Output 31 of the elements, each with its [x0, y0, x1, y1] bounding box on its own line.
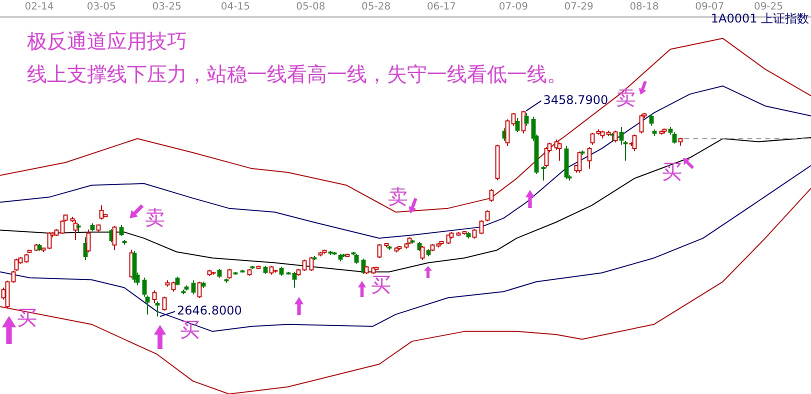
- annotation: 买: [17, 304, 37, 332]
- x-tick-label: 09-07: [695, 2, 724, 13]
- text: 买: [180, 316, 200, 344]
- x-tick-label: 07-29: [564, 2, 594, 13]
- chart-subtitle: 线上支撑线下压力，站稳一线看高一线，失守一线看低一线。: [27, 62, 567, 86]
- annotation: 卖: [388, 184, 408, 210]
- x-tick-label: 08-18: [630, 2, 659, 13]
- x-tick-label: 02-14: [24, 2, 54, 13]
- candlestick: [541, 166, 546, 181]
- candlestick: [515, 118, 520, 133]
- x-tick-label: 04-15: [220, 2, 250, 13]
- x-tick-label: 03-25: [152, 2, 182, 13]
- candlestick: [354, 253, 359, 264]
- annotation: 2646.8000: [176, 304, 242, 318]
- chart-title: 极反通道应用技巧: [27, 29, 187, 53]
- annotation: 3458.7900: [543, 92, 608, 107]
- annotation: 卖: [145, 204, 165, 232]
- x-tick-label: 06-17: [426, 2, 456, 13]
- candlestick: [564, 146, 569, 180]
- x-tick-label: 09-25: [754, 2, 784, 13]
- x-tick-label: 07-09: [498, 2, 528, 13]
- x-tick-label: 05-28: [362, 2, 391, 13]
- text: 卖: [616, 84, 636, 112]
- text: 1A0001 上证指数: [710, 10, 810, 28]
- candlestick: [292, 271, 297, 288]
- x-tick-label: 05-08: [296, 2, 326, 13]
- candlestick: [175, 276, 180, 285]
- x-tick-label: 03-05: [86, 2, 116, 13]
- annotation: 买: [371, 272, 391, 298]
- candlestick: [145, 294, 150, 315]
- annotation: 买: [662, 158, 682, 186]
